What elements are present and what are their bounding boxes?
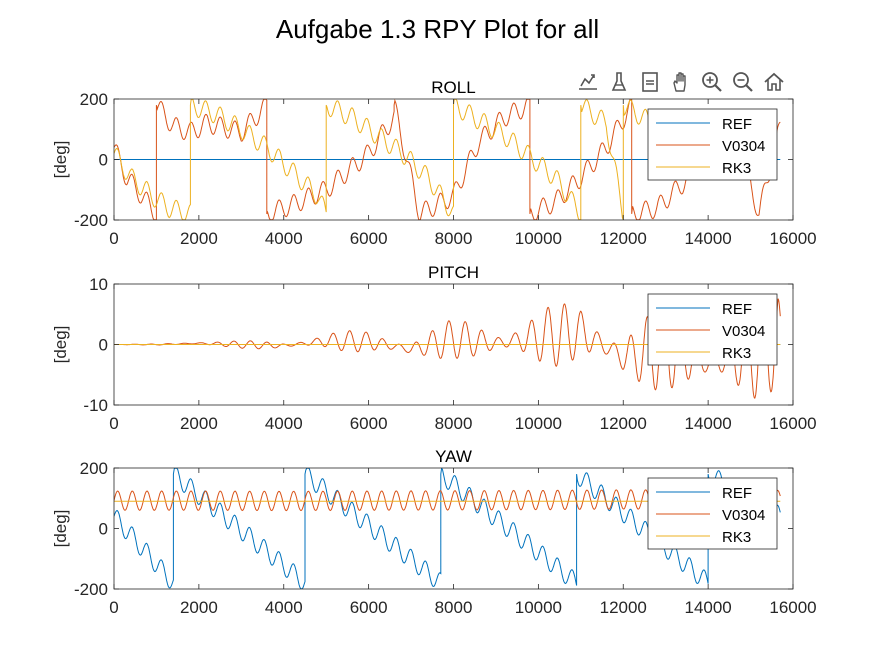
legend: REF V0304 RK3 xyxy=(647,108,778,181)
y-tick-label: 0 xyxy=(99,336,108,355)
x-tick-label: 4000 xyxy=(265,229,303,248)
data-cursor-icon[interactable] xyxy=(636,68,663,95)
pan-hand-icon[interactable] xyxy=(667,68,694,95)
x-tick-label: 10000 xyxy=(515,598,562,617)
x-tick-label: 4000 xyxy=(265,598,303,617)
legend-entry: RK3 xyxy=(722,529,751,546)
legend-entry: REF xyxy=(722,116,752,133)
zoom-out-icon[interactable] xyxy=(729,68,756,95)
y-tick-label: -10 xyxy=(83,396,108,415)
x-tick-label: 8000 xyxy=(435,414,473,433)
data-tip-icon[interactable] xyxy=(574,68,601,95)
zoom-in-icon[interactable] xyxy=(698,68,725,95)
series-line-ref xyxy=(114,468,781,589)
x-tick-label: 12000 xyxy=(600,414,647,433)
axes-yaw: 0 2000 4000 6000 8000 10000 12000 14000 16000-20… xyxy=(51,447,817,617)
x-tick-label: 14000 xyxy=(684,414,731,433)
legend-entry: REF xyxy=(722,485,752,502)
figure-title: Aufgabe 1.3 RPY Plot for all xyxy=(275,14,600,44)
x-tick-label: 2000 xyxy=(180,229,218,248)
x-tick-label: 14000 xyxy=(684,598,731,617)
home-icon[interactable] xyxy=(760,68,787,95)
legend-entry: RK3 xyxy=(722,345,751,362)
legend: REF V0304 RK3 xyxy=(647,477,778,550)
x-tick-label: 4000 xyxy=(265,414,303,433)
axes-roll: 0 2000 4000 6000 8000 10000 12000 14000 16000-20… xyxy=(51,78,817,248)
axes-title: PITCH xyxy=(428,263,479,282)
x-tick-label: 16000 xyxy=(769,598,816,617)
x-tick-label: 6000 xyxy=(350,598,388,617)
series-line-v0304 xyxy=(114,295,781,399)
brush-icon[interactable] xyxy=(605,68,632,95)
x-tick-label: 6000 xyxy=(350,414,388,433)
y-tick-label: 200 xyxy=(80,90,108,109)
x-tick-label: 14000 xyxy=(684,229,731,248)
legend: REF V0304 RK3 xyxy=(647,293,778,366)
series-line-rk3 xyxy=(114,99,752,220)
y-tick-label: -200 xyxy=(74,580,108,599)
axes-pitch: 0 2000 4000 6000 8000 10000 12000 14000 16000 -10… xyxy=(51,263,817,433)
legend-entry: RK3 xyxy=(722,160,751,177)
x-tick-label: 2000 xyxy=(180,598,218,617)
x-tick-label: 8000 xyxy=(435,229,473,248)
x-tick-label: 12000 xyxy=(600,229,647,248)
y-tick-label: 0 xyxy=(99,151,108,170)
x-tick-label: 0 xyxy=(109,229,118,248)
x-tick-label: 16000 xyxy=(769,229,816,248)
legend-entry: V0304 xyxy=(722,323,765,340)
x-tick-label: 10000 xyxy=(515,414,562,433)
legend-entry: V0304 xyxy=(722,507,765,524)
y-axis-label: [deg] xyxy=(51,510,70,548)
x-tick-label: 0 xyxy=(109,598,118,617)
axes-toolbar xyxy=(574,68,787,96)
y-tick-label: 0 xyxy=(99,520,108,539)
y-axis-label: [deg] xyxy=(51,141,70,179)
series-line-v0304 xyxy=(114,99,781,220)
x-tick-label: 0 xyxy=(109,414,118,433)
legend-entry: REF xyxy=(722,301,752,318)
y-tick-label: 200 xyxy=(80,459,108,478)
axes-title: YAW xyxy=(435,447,472,466)
x-tick-label: 2000 xyxy=(180,414,218,433)
x-tick-label: 8000 xyxy=(435,598,473,617)
x-tick-label: 6000 xyxy=(350,229,388,248)
x-tick-label: 16000 xyxy=(769,414,816,433)
y-tick-label: -200 xyxy=(74,211,108,230)
x-tick-label: 12000 xyxy=(600,598,647,617)
y-axis-label: [deg] xyxy=(51,326,70,364)
legend-entry: V0304 xyxy=(722,138,765,155)
y-tick-label: 10 xyxy=(89,275,108,294)
x-tick-label: 10000 xyxy=(515,229,562,248)
axes-title: ROLL xyxy=(431,78,475,97)
